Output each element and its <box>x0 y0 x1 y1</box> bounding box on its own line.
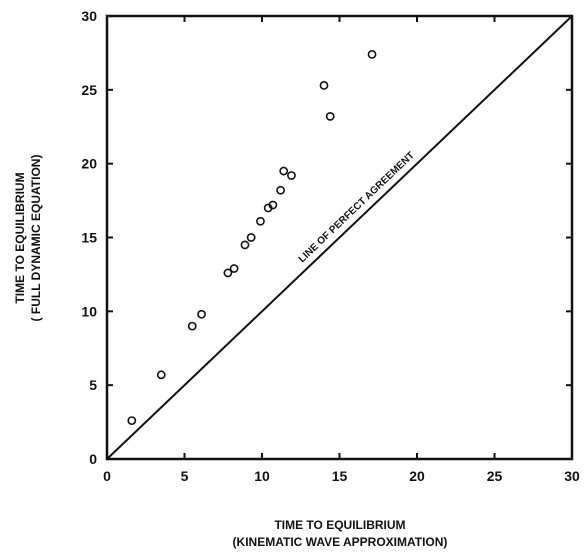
x-tick-label: 10 <box>254 468 270 484</box>
y-tick-label: 0 <box>89 451 97 467</box>
data-point <box>268 200 278 210</box>
x-tick-label: 15 <box>332 468 348 484</box>
data-point <box>229 264 239 273</box>
data-point <box>276 185 285 195</box>
data-points <box>127 49 377 426</box>
data-point <box>223 268 233 278</box>
data-point <box>246 233 256 242</box>
tick-labels: 0 5 10 15 20 25 30 0 5 10 15 20 25 30 <box>81 8 580 484</box>
x-tick-label: 0 <box>103 468 111 484</box>
x-tick-label: 20 <box>409 468 425 484</box>
x-tick-label: 30 <box>564 468 580 484</box>
y-tick-label: 10 <box>81 303 97 319</box>
reference-line-label: LINE OF PERFECT AGREEMENT <box>297 150 417 265</box>
data-point <box>197 309 206 319</box>
y-axis-label-line-2: ( FULL DYNAMIC EQUATION) <box>29 155 43 322</box>
line-of-perfect-agreement <box>106 15 573 460</box>
y-tick-label: 25 <box>81 82 97 98</box>
y-tick-label: 15 <box>81 230 97 246</box>
x-tick-label: 5 <box>181 468 189 484</box>
data-point <box>156 370 166 380</box>
y-tick-label: 30 <box>81 8 97 24</box>
y-tick-label: 20 <box>81 156 97 172</box>
tick-marks <box>106 15 573 460</box>
data-point <box>319 81 329 90</box>
x-axis-label-line-2: (KINEMATIC WAVE APPROXIMATION) <box>233 535 448 549</box>
data-point <box>256 216 265 226</box>
data-point <box>325 112 335 121</box>
data-point <box>279 166 289 176</box>
y-axis-label-line-1: TIME TO EQUILIBRIUM <box>13 172 27 303</box>
x-tick-label: 25 <box>487 468 503 484</box>
y-tick-label: 5 <box>89 377 97 393</box>
data-point <box>240 240 250 250</box>
data-point <box>127 416 137 426</box>
data-point <box>187 321 197 331</box>
x-axis-label-line-1: TIME TO EQUILIBRIUM <box>274 518 405 532</box>
data-point <box>287 171 296 180</box>
data-point <box>367 49 377 59</box>
